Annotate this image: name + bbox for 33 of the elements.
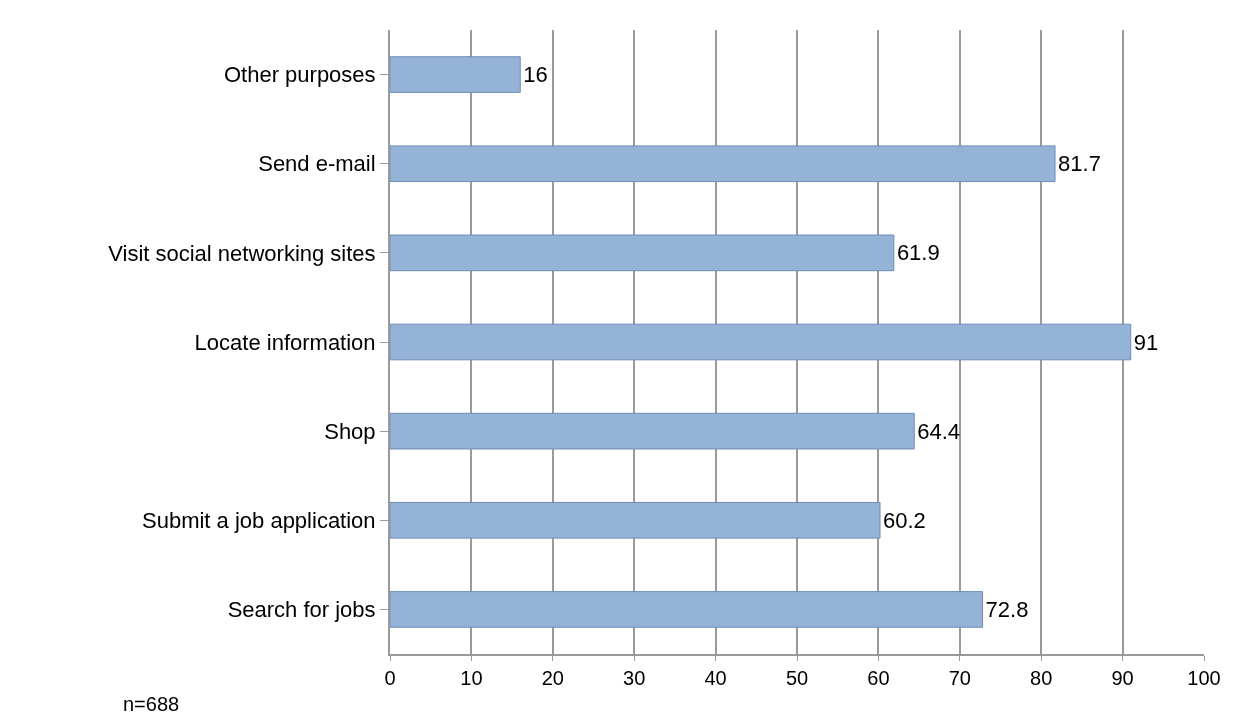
x-tick-label: 80 (1030, 667, 1053, 689)
data-label: 61.9 (896, 240, 940, 266)
bar (390, 234, 895, 272)
x-tick-label: 50 (785, 667, 809, 689)
data-label: 64.4 (917, 418, 961, 444)
x-tick-label: 30 (623, 667, 646, 689)
x-tick-label: 60 (867, 667, 890, 689)
y-tick-label: Submit a job application (142, 507, 376, 533)
x-tick-label: 0 (384, 667, 396, 689)
x-tick-label: 100 (1187, 667, 1221, 689)
x-tick-label: 40 (704, 667, 727, 689)
y-tick-label: Shop (324, 418, 376, 444)
x-tick-label: 70 (948, 667, 971, 689)
y-tick-label: Locate information (194, 329, 376, 355)
y-tick-label: Send e-mail (258, 151, 376, 177)
data-label: 72.8 (985, 596, 1029, 622)
x-tick-label: 90 (1111, 667, 1134, 689)
text: n=688 (123, 693, 180, 715)
x-tick-label: 10 (460, 667, 483, 689)
bar (390, 145, 1056, 183)
data-label: 16 (523, 62, 548, 88)
bar (390, 56, 521, 93)
x-tick-label: 20 (541, 667, 564, 689)
bar (390, 323, 1132, 361)
bar (390, 412, 915, 450)
data-label: 60.2 (883, 507, 926, 533)
y-tick-label: Visit social networking sites (108, 240, 376, 266)
data-label: 81.7 (1058, 151, 1101, 177)
y-tick-label: Search for jobs (227, 597, 376, 623)
bar (390, 591, 984, 628)
data-label: 91 (1133, 329, 1159, 355)
bar (390, 501, 881, 539)
y-tick-label: Other purposes (223, 62, 376, 88)
